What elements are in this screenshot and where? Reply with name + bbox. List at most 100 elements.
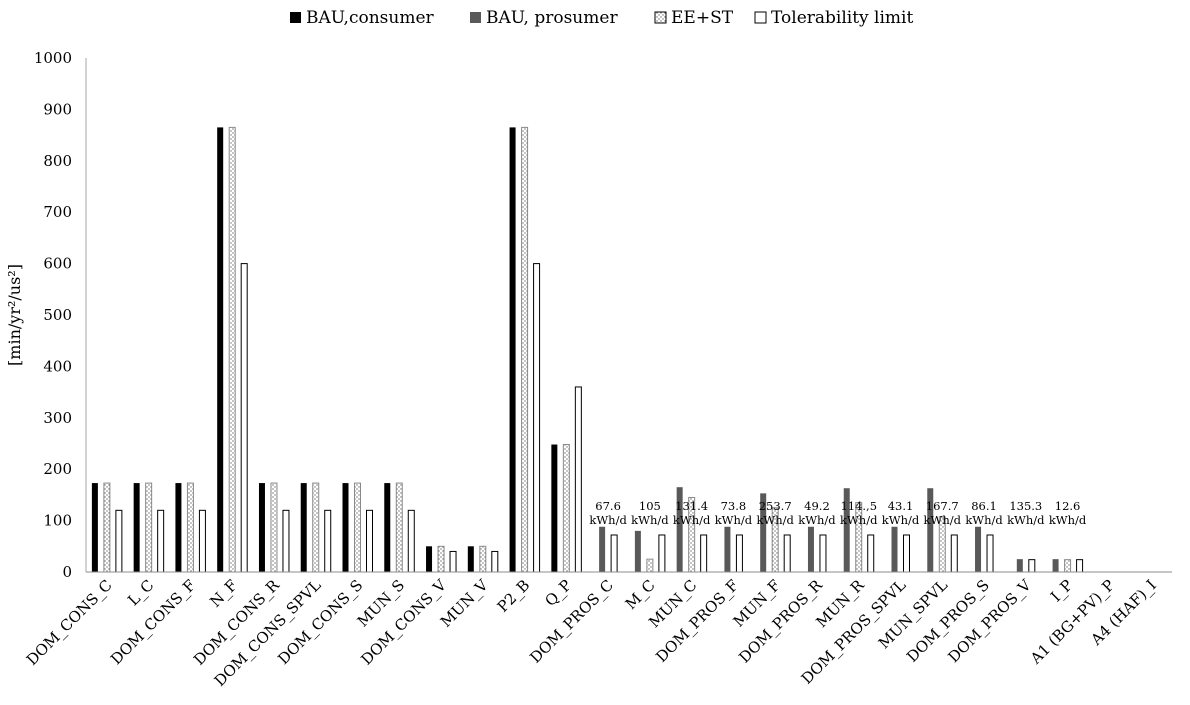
- bar-p2-b-bau-consumer: [509, 127, 516, 572]
- bar-dom-pros-c-bau-prosumer: [599, 526, 606, 572]
- y-tick-label: 300: [43, 409, 72, 427]
- y-tick-label: 700: [43, 203, 72, 221]
- annotation-unit-i-p: kWh/d: [1049, 513, 1087, 527]
- bar-n-f-bau-consumer: [217, 127, 224, 572]
- bar-dom-pros-v-tolerability-limit: [1028, 559, 1036, 573]
- legend-swatch-bau-consumer: [290, 12, 301, 23]
- bar-dom-cons-c-bau-consumer: [91, 483, 98, 572]
- bar-mun-s-bau-consumer: [384, 483, 391, 572]
- bar-dom-cons-spvl-tolerability-limit: [324, 509, 332, 573]
- bar-l-c-bau-consumer: [133, 483, 140, 572]
- annotation-unit-dom-pros-c: kWh/d: [589, 513, 627, 527]
- bar-dom-cons-f-ee-st: [186, 482, 194, 573]
- bar-dom-cons-spvl-bau-consumer: [300, 483, 307, 572]
- bar-dom-cons-r-tolerability-limit: [282, 509, 290, 573]
- bar-n-f-ee-st: [228, 126, 236, 573]
- bar-dom-cons-c-tolerability-limit: [115, 509, 123, 573]
- bar-p2-b-tolerability-limit: [533, 263, 541, 573]
- x-tick-label-i-p: I_P: [1047, 576, 1076, 605]
- annotation-unit-mun-spvl: kWh/d: [924, 513, 962, 527]
- y-tick-label: 400: [43, 357, 72, 375]
- bar-dom-pros-c-tolerability-limit: [610, 534, 618, 573]
- annotation-unit-mun-r: kWh/d: [840, 513, 878, 527]
- y-tick-label: 200: [43, 460, 72, 478]
- x-tick-label-n-f: N_F: [206, 576, 241, 611]
- bar-l-c-tolerability-limit: [157, 509, 165, 573]
- bar-mun-r-bau-prosumer: [843, 488, 850, 572]
- bar-q-p-bau-consumer: [551, 444, 558, 572]
- annotations-group: 67.6kWh/d105kWh/d131.4kWh/d73.8kWh/d253.…: [589, 499, 1087, 527]
- bar-dom-cons-spvl-ee-st: [312, 482, 320, 573]
- y-tick-label: 100: [43, 512, 72, 530]
- bar-l-c-ee-st: [145, 482, 153, 573]
- annotation-value-m-c: 105: [639, 499, 661, 513]
- annotation-value-mun-spvl: 167.7: [926, 499, 959, 513]
- bar-dom-pros-spvl-tolerability-limit: [903, 534, 910, 573]
- bar-mun-v-tolerability-limit: [491, 550, 499, 573]
- annotation-value-mun-r: 114.,5: [840, 499, 877, 513]
- annotation-value-dom-pros-s: 86.1: [971, 499, 997, 513]
- bar-dom-cons-r-ee-st: [270, 482, 278, 573]
- bar-m-c-tolerability-limit: [658, 534, 666, 573]
- bar-dom-pros-r-bau-prosumer: [807, 526, 814, 572]
- annotation-value-dom-pros-c: 67.6: [595, 499, 621, 513]
- bar-n-f-tolerability-limit: [240, 263, 248, 573]
- x-tick-label-m-c: M_C: [622, 576, 659, 613]
- y-tick-label: 0: [62, 563, 72, 581]
- bar-dom-pros-r-tolerability-limit: [819, 534, 827, 573]
- annotation-unit-mun-f: kWh/d: [756, 513, 794, 527]
- annotation-unit-dom-pros-v: kWh/d: [1007, 513, 1045, 527]
- bar-mun-s-ee-st: [395, 482, 403, 573]
- bar-dom-cons-v-bau-consumer: [426, 546, 433, 572]
- bar-dom-pros-s-tolerability-limit: [986, 534, 994, 573]
- legend-swatch-bau-prosumer: [470, 12, 481, 23]
- bar-mun-c-tolerability-limit: [700, 534, 708, 573]
- bar-dom-pros-v-bau-prosumer: [1016, 559, 1023, 572]
- legend-label-ee-st: EE+ST: [671, 8, 734, 28]
- annotation-unit-mun-c: kWh/d: [673, 513, 711, 527]
- bar-m-c-ee-st: [646, 558, 654, 573]
- annotation-unit-dom-pros-s: kWh/d: [965, 513, 1003, 527]
- bar-q-p-ee-st: [562, 444, 570, 573]
- legend-swatch-tolerability-limit: [754, 11, 767, 24]
- bar-dom-cons-r-bau-consumer: [258, 483, 265, 572]
- x-tick-label-l-c: L_C: [124, 576, 157, 609]
- annotation-unit-dom-pros-f: kWh/d: [715, 513, 753, 527]
- bar-dom-cons-s-ee-st: [354, 482, 361, 573]
- annotation-value-dom-pros-spvl: 43.1: [888, 499, 914, 513]
- bar-dom-cons-c-ee-st: [103, 482, 111, 573]
- annotation-unit-dom-pros-spvl: kWh/d: [882, 513, 920, 527]
- bar-i-p-ee-st: [1064, 559, 1072, 573]
- x-tick-label-dom-cons-c: DOM_CONS_C: [23, 576, 116, 669]
- bar-p2-b-ee-st: [521, 126, 529, 573]
- bar-dom-pros-spvl-bau-prosumer: [891, 526, 898, 572]
- chart-legend: BAU,consumer BAU, prosumer EE+ST Tolerabili…: [290, 8, 913, 28]
- legend-label-tolerability-limit: Tolerability limit: [771, 8, 913, 28]
- bar-m-c-bau-prosumer: [634, 530, 641, 572]
- bar-q-p-tolerability-limit: [574, 386, 582, 573]
- y-tick-label: 600: [43, 255, 72, 273]
- bar-mun-v-bau-consumer: [467, 546, 474, 572]
- bar-mun-c-bau-prosumer: [676, 487, 683, 572]
- bar-mun-f-tolerability-limit: [783, 534, 791, 573]
- bar-dom-pros-f-tolerability-limit: [735, 534, 743, 573]
- bar-mun-spvl-tolerability-limit: [950, 534, 958, 573]
- bar-mun-v-ee-st: [479, 545, 487, 573]
- bar-dom-cons-f-bau-consumer: [175, 483, 182, 572]
- bar-dom-cons-v-tolerability-limit: [449, 550, 457, 573]
- x-tick-label-q-p: Q_P: [541, 576, 575, 610]
- annotation-unit-dom-pros-r: kWh/d: [798, 513, 836, 527]
- annotation-value-mun-f: 253.7: [759, 499, 792, 513]
- bar-dom-cons-s-tolerability-limit: [366, 509, 373, 573]
- bar-i-p-tolerability-limit: [1076, 559, 1084, 573]
- y-axis-label: [min/yr²/us²]: [5, 264, 24, 366]
- bar-mun-r-tolerability-limit: [867, 534, 875, 573]
- bar-dom-pros-s-bau-prosumer: [975, 526, 982, 572]
- legend-label-bau-consumer: BAU,consumer: [306, 8, 434, 28]
- legend-swatch-ee-st: [654, 11, 667, 24]
- bar-i-p-bau-prosumer: [1052, 559, 1059, 572]
- y-axis: 0 100 200 300 400 500 600 700 800 900 1000: [34, 49, 87, 581]
- annotation-unit-m-c: kWh/d: [631, 513, 669, 527]
- y-tick-label: 1000: [34, 49, 72, 67]
